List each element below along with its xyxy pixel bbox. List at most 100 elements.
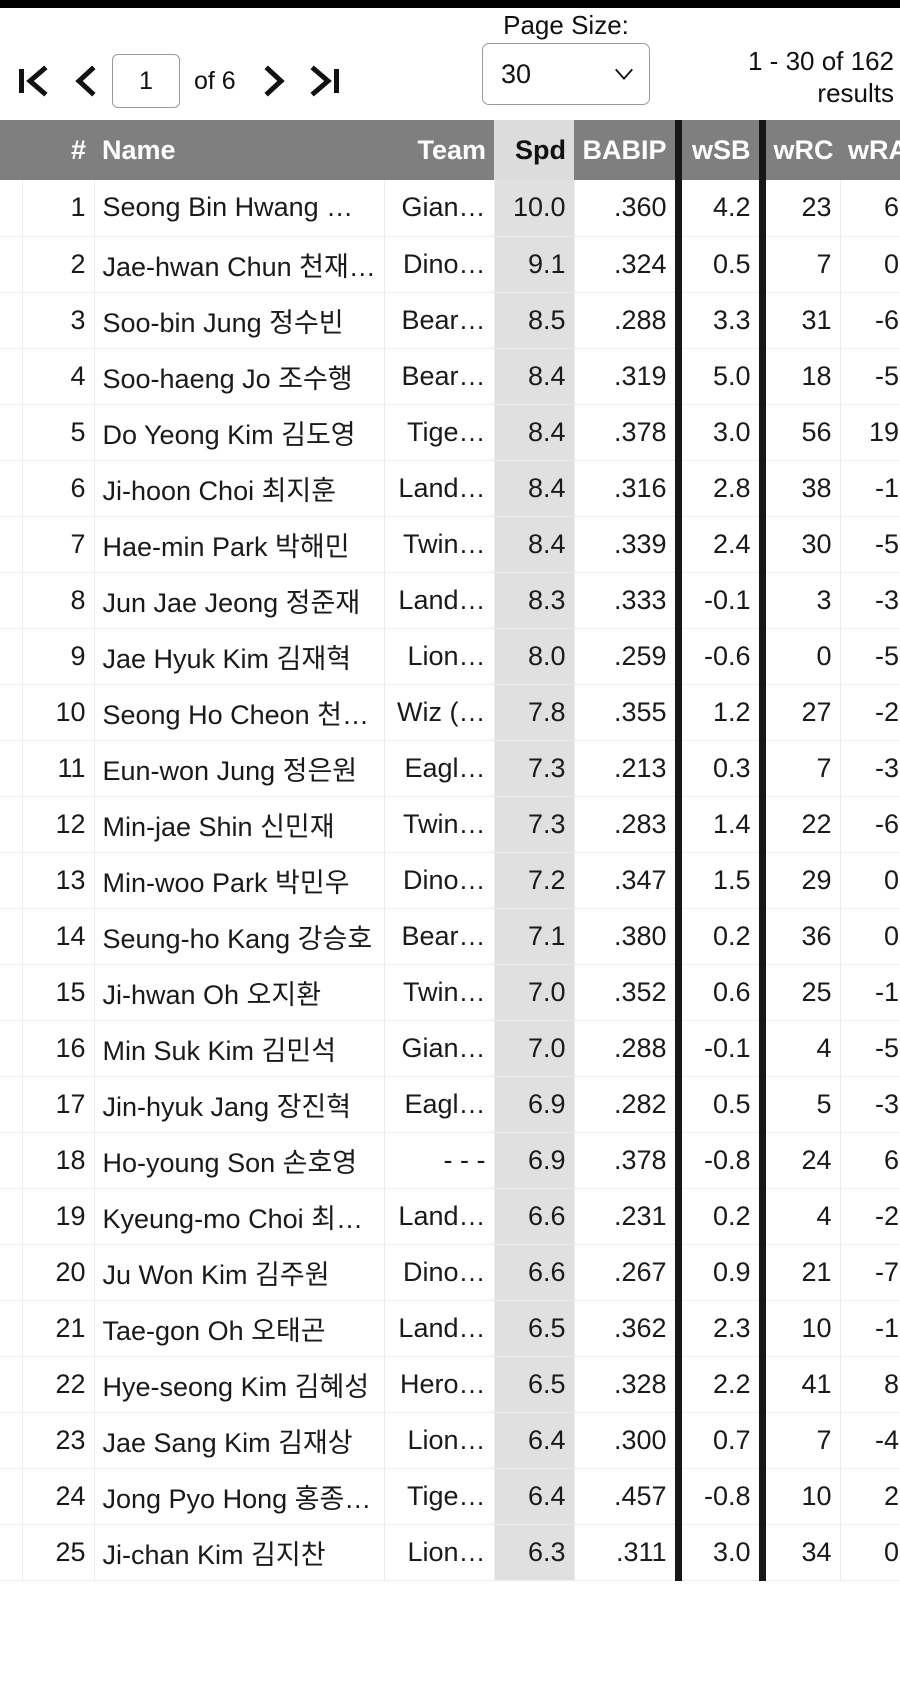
cell-wrc: 41 [758, 1356, 841, 1413]
cell-wrc: 7 [758, 1412, 841, 1469]
cell-wsb: -0.1 [674, 572, 763, 629]
cell-spd: 6.9 [494, 1132, 575, 1189]
column-header-spd[interactable]: Spd [494, 120, 574, 180]
cell-team: Land… [384, 572, 495, 629]
cell-name: Do Yeong Kim 김도영 [94, 404, 385, 461]
column-header-babip[interactable]: BABIP [574, 120, 678, 180]
cell-wraa: 6.2 [840, 180, 900, 237]
cell-spd: 6.5 [494, 1300, 575, 1357]
cell-pre [0, 292, 23, 349]
cell-babip: .316 [574, 460, 679, 517]
cell-wsb: 1.4 [674, 796, 763, 853]
cell-pre [0, 1020, 23, 1077]
cell-pre [0, 1188, 23, 1245]
chevron-down-icon [615, 69, 633, 81]
cell-team: Dino… [384, 236, 495, 293]
table-header-row: # Name Team Spd BABIP wSB wRC wRAA w [0, 120, 900, 180]
column-header-pre[interactable] [0, 120, 22, 180]
cell-team: Eagl… [384, 740, 495, 797]
page-size-label: Page Size: [503, 10, 629, 40]
page-number-input[interactable] [112, 54, 180, 108]
cell-wraa: -1.0 [840, 460, 900, 517]
column-header-name[interactable]: Name [94, 120, 384, 180]
page-size-select[interactable]: 30 [482, 43, 650, 106]
cell-babip: .378 [574, 1132, 679, 1189]
cell-babip: .231 [574, 1188, 679, 1245]
cell-wsb: -0.8 [674, 1132, 763, 1189]
cell-babip: .288 [574, 292, 679, 349]
cell-name: Ho-young Son 손호영 [94, 1132, 385, 1189]
cell-pre [0, 1244, 23, 1301]
cell-team: Dino… [384, 852, 495, 909]
cell-rank: 5 [22, 404, 95, 461]
column-header-wsb[interactable]: wSB [674, 120, 762, 180]
next-page-button[interactable] [248, 53, 300, 109]
column-header-rank[interactable]: # [22, 120, 94, 180]
cell-name: Seung-ho Kang 강승호 [94, 908, 385, 965]
cell-wrc: 4 [758, 1188, 841, 1245]
column-header-team[interactable]: Team [384, 120, 494, 180]
cell-team: - - - [384, 1132, 495, 1189]
cell-team: Land… [384, 460, 495, 517]
cell-name: Min Suk Kim 김민석 [94, 1020, 385, 1077]
cell-pre [0, 1412, 23, 1469]
cell-wraa: -2.6 [840, 684, 900, 741]
cell-team: Gian… [384, 180, 495, 237]
cell-pre [0, 1300, 23, 1357]
cell-wrc: 25 [758, 964, 841, 1021]
cell-rank: 17 [22, 1076, 95, 1133]
cell-wrc: 34 [758, 1524, 841, 1581]
column-header-wrc[interactable]: wRC [758, 120, 840, 180]
first-page-button[interactable] [8, 53, 60, 109]
column-header-wraa[interactable]: wRAA [840, 120, 900, 180]
cell-spd: 6.9 [494, 1076, 575, 1133]
cell-wrc: 4 [758, 1020, 841, 1077]
cell-wsb: 2.2 [674, 1356, 763, 1413]
table-toolbar: of 6 Page Size: 30 [0, 8, 900, 120]
cell-wrc: 31 [758, 292, 841, 349]
cell-wrc: 21 [758, 1244, 841, 1301]
results-range: 1 - 30 of 162 [748, 46, 894, 76]
pagination-controls: of 6 [8, 54, 352, 114]
cell-team: Gian… [384, 1020, 495, 1077]
cell-wsb: 3.0 [674, 404, 763, 461]
cell-rank: 10 [22, 684, 95, 741]
cell-rank: 6 [22, 460, 95, 517]
cell-wraa: -1.6 [840, 1300, 900, 1357]
cell-wsb: 0.2 [674, 1188, 763, 1245]
cell-wsb: 4.2 [674, 180, 763, 237]
cell-team: Dino… [384, 1244, 495, 1301]
cell-babip: .267 [574, 1244, 679, 1301]
cell-rank: 3 [22, 292, 95, 349]
prev-page-button[interactable] [60, 53, 112, 109]
last-page-button[interactable] [300, 53, 352, 109]
cell-babip: .352 [574, 964, 679, 1021]
cell-wraa: -6.5 [840, 796, 900, 853]
